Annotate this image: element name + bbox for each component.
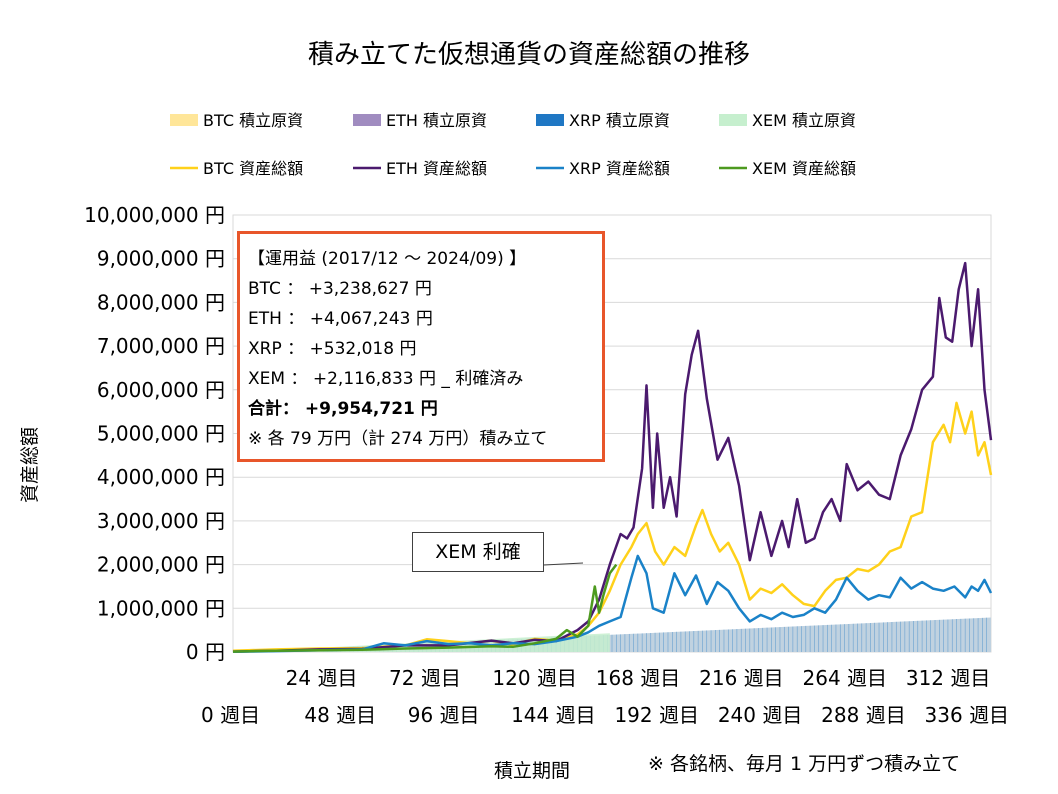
x-tick-label: 288 週目 <box>821 703 906 727</box>
x-tick-label: 336 週目 <box>925 703 1010 727</box>
x-tick-label: 216 週目 <box>699 666 784 690</box>
legend-label: XRP 積立原資 <box>569 111 670 130</box>
x-tick-label: 24 週目 <box>286 666 358 690</box>
infobox-btc: BTC ： +3,238,627 円 <box>248 279 432 299</box>
infobox-note: ※ 各 79 万円（計 274 万円）積み立て <box>248 429 548 449</box>
y-tick-labels: 0 円 1,000,000 円 2,000,000 円 3,000,000 円 4,00… <box>84 203 225 664</box>
y-tick-label: 10,000,000 円 <box>84 203 225 227</box>
legend: BTC 積立原資 ETH 積立原資 XRP 積立原資 XEM 積立原資 BTC 資産総額… <box>170 111 856 178</box>
infobox-xem: XEM ： +2,116,833 円 _ 利確済み <box>248 369 524 389</box>
x-tick-label: 120 週目 <box>492 666 577 690</box>
x-tick-label: 192 週目 <box>614 703 699 727</box>
y-tick-label: 3,000,000 円 <box>97 509 225 533</box>
series-lines <box>232 261 993 654</box>
x-tick-label: 168 週目 <box>596 666 681 690</box>
infobox-eth: ETH ： +4,067,243 円 <box>248 309 433 329</box>
y-tick-label: 9,000,000 円 <box>97 247 225 271</box>
x-tick-label: 312 週目 <box>906 666 991 690</box>
x-tick-label: 96 週目 <box>408 703 480 727</box>
y-tick-label: 5,000,000 円 <box>97 422 225 446</box>
footnote: ※ 各銘柄、毎月 1 万円ずつ積み立て <box>648 753 960 775</box>
x-tick-label: 264 週目 <box>803 666 888 690</box>
y-tick-label: 7,000,000 円 <box>97 334 225 358</box>
legend-label: XRP 資産総額 <box>569 159 670 178</box>
legend-label: BTC 資産総額 <box>203 159 303 178</box>
profit-infobox: 【運用益 (2017/12 ～ 2024/09) 】 BTC ： +3,238,… <box>237 231 605 462</box>
x-tick-labels: 24 週目 72 週目 120 週目 168 週目 216 週目 264 週目 312 週目… <box>201 666 1009 727</box>
x-tick-label: 72 週目 <box>389 666 461 690</box>
legend-swatch <box>536 114 564 126</box>
series-line <box>232 563 618 653</box>
legend-label: XEM 資産総額 <box>752 159 856 178</box>
series-line <box>232 261 993 653</box>
legend-swatch <box>353 114 381 126</box>
x-tick-label: 240 週目 <box>718 703 803 727</box>
y-tick-label: 6,000,000 円 <box>97 378 225 402</box>
infobox-heading: 【運用益 (2017/12 ～ 2024/09) 】 <box>248 249 527 269</box>
callout-leader-line <box>543 562 584 566</box>
xem-callout: XEM 利確 <box>412 532 544 572</box>
legend-label: BTC 積立原資 <box>203 111 303 130</box>
legend-swatch <box>719 114 747 126</box>
chart-title: 積み立てた仮想通貨の資産総額の推移 <box>308 40 750 70</box>
y-tick-label: 1,000,000 円 <box>97 596 225 620</box>
principal-areas <box>233 617 991 652</box>
y-tick-label: 2,000,000 円 <box>97 553 225 577</box>
infobox-xrp: XRP ： +532,018 円 <box>248 339 417 359</box>
x-tick-label: 48 週目 <box>304 703 376 727</box>
y-tick-label: 8,000,000 円 <box>97 290 225 314</box>
x-tick-label: 0 週目 <box>201 703 260 727</box>
legend-swatch <box>170 114 198 126</box>
y-tick-label: 4,000,000 円 <box>97 465 225 489</box>
legend-label: XEM 積立原資 <box>752 111 856 130</box>
y-tick-label: 0 円 <box>186 640 225 664</box>
legend-label: ETH 資産総額 <box>386 159 487 178</box>
x-axis-title: 積立期間 <box>494 760 570 782</box>
y-axis-title: 資産総額 <box>19 427 41 503</box>
infobox-total: 合計： +9,954,721 円 <box>248 399 438 419</box>
x-tick-label: 144 週目 <box>511 703 596 727</box>
legend-label: ETH 積立原資 <box>386 111 487 130</box>
